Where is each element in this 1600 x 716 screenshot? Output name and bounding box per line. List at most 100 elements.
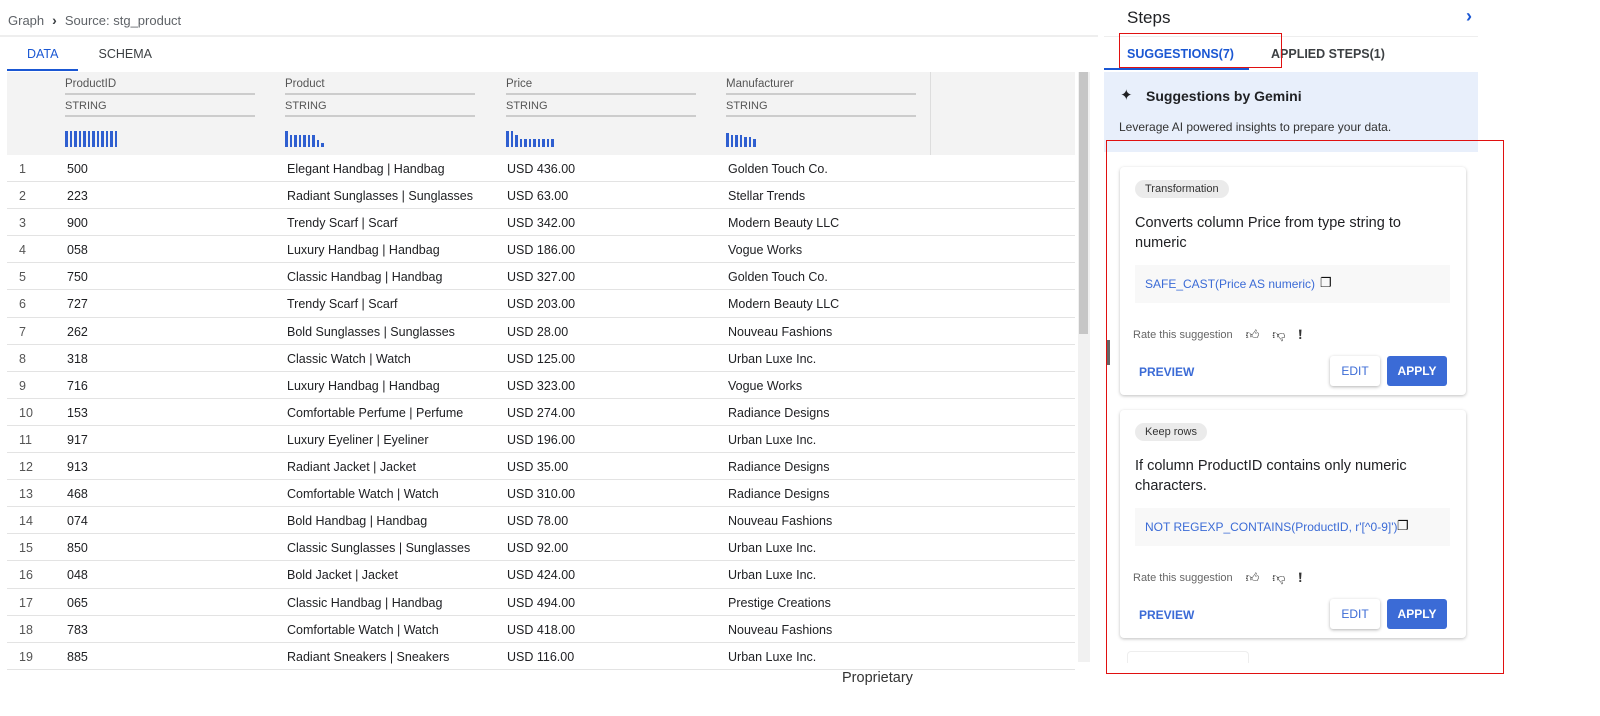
highlight-box <box>1106 140 1504 674</box>
row-number: 14 <box>19 514 33 529</box>
histogram-bar <box>87 131 90 147</box>
row-number: 8 <box>19 351 26 366</box>
preview-button[interactable]: PREVIEW <box>1139 365 1195 379</box>
edit-button[interactable]: EDIT <box>1330 599 1380 629</box>
histogram-bar <box>298 135 301 147</box>
table-row[interactable]: 2 223 Radiant Sunglasses | Sunglasses USD 6… <box>7 182 1075 210</box>
table-row[interactable]: 19 885 Radiant Sneakers | Sneakers USD 116.… <box>7 643 1075 670</box>
cell-product: Bold Sunglasses | Sunglasses <box>287 324 455 339</box>
thumbs-down-icon[interactable]: 👎︎ <box>1272 327 1286 342</box>
thumbs-up-icon[interactable]: 👍︎ <box>1245 327 1260 342</box>
gemini-description: Leverage AI powered insights to prepare … <box>1119 120 1392 134</box>
cell-product: Classic Watch | Watch <box>287 351 411 366</box>
chevron-right-icon[interactable]: › <box>1466 6 1472 26</box>
tab-schema[interactable]: SCHEMA <box>98 47 152 61</box>
thumbs-up-icon[interactable]: 👍︎ <box>1245 570 1260 585</box>
row-number: 9 <box>19 378 26 393</box>
table-row[interactable]: 3 900 Trendy Scarf | Scarf USD 342.00 Modern… <box>7 209 1075 237</box>
copy-icon[interactable]: ❐ <box>1397 518 1409 533</box>
table-row[interactable]: 16 048 Bold Jacket | Jacket USD 424.00 Urban… <box>7 561 1075 589</box>
suggestion-code: NOT REGEXP_CONTAINS(ProductID, r'[^0-9]'… <box>1135 508 1450 546</box>
table-row[interactable]: 14 074 Bold Handbag | Handbag USD 78.00 Nouv… <box>7 507 1075 535</box>
preview-button[interactable]: PREVIEW <box>1139 608 1195 622</box>
cell-price: USD 323.00 <box>507 378 576 393</box>
cell-price: USD 116.00 <box>507 649 575 664</box>
row-number: 16 <box>19 568 33 583</box>
cell-price: USD 125.00 <box>507 351 576 366</box>
table-row[interactable]: 4 058 Luxury Handbag | Handbag USD 186.00 Vo… <box>7 236 1075 264</box>
thumbs-down-icon[interactable]: 👎︎ <box>1272 570 1286 585</box>
histogram-bar <box>69 131 72 147</box>
cell-manufacturer: Stellar Trends <box>728 189 806 204</box>
histogram-bar <box>289 135 292 147</box>
cell-product: Classic Handbag | Handbag <box>287 595 443 610</box>
tab-data[interactable]: DATA <box>7 38 79 71</box>
table-row[interactable]: 9 716 Luxury Handbag | Handbag USD 323.00 Vo… <box>7 372 1075 399</box>
column-name: Manufacturer <box>726 72 916 95</box>
cell-productid: 716 <box>67 378 88 393</box>
column-header-productid[interactable]: ProductID STRING <box>65 72 255 147</box>
cell-product: Luxury Eyeliner | Eyeliner <box>287 432 429 447</box>
scrollbar-thumb[interactable] <box>1079 72 1088 334</box>
column-histogram <box>506 129 696 147</box>
column-header-product[interactable]: Product STRING <box>285 72 475 147</box>
histogram-bar <box>533 139 536 147</box>
cell-manufacturer: Urban Luxe Inc. <box>728 649 817 664</box>
row-number: 19 <box>19 649 33 664</box>
table-row[interactable]: 15 850 Classic Sunglasses | Sunglasses USD … <box>7 534 1075 562</box>
panel-resize-handle[interactable] <box>1107 340 1110 365</box>
row-number: 11 <box>19 432 32 447</box>
row-number: 15 <box>19 541 33 556</box>
column-name: Price <box>506 72 696 95</box>
histogram-bar <box>312 135 315 147</box>
tab-suggestions[interactable]: SUGGESTIONS(7) <box>1104 38 1249 70</box>
table-row[interactable]: 18 783 Comfortable Watch | Watch USD 418.00… <box>7 616 1075 643</box>
histogram-bar <box>83 131 86 147</box>
row-number: 1 <box>19 162 26 176</box>
cell-product: Elegant Handbag | Handbag <box>287 162 445 176</box>
table-row[interactable]: 13 468 Comfortable Watch | Watch USD 310.00… <box>7 480 1075 508</box>
table-row[interactable]: 1 500 Elegant Handbag | Handbag USD 436.00 G… <box>7 155 1075 183</box>
suggestion-type-chip: Transformation <box>1135 180 1229 198</box>
histogram-bar <box>114 131 117 147</box>
table-row[interactable]: 11 917 Luxury Eyeliner | Eyeliner USD 196.0… <box>7 426 1075 454</box>
cell-productid: 750 <box>67 270 88 285</box>
edit-button[interactable]: EDIT <box>1330 356 1380 386</box>
report-icon[interactable]: ❗︎ <box>1298 327 1303 342</box>
cell-price: USD 418.00 <box>507 622 576 637</box>
report-icon[interactable]: ❗︎ <box>1298 570 1303 585</box>
suggestion-card-partial <box>1127 651 1249 663</box>
cell-manufacturer: Radiance Designs <box>728 487 830 502</box>
table-body: 1 500 Elegant Handbag | Handbag USD 436.00 G… <box>7 155 1075 670</box>
table-row[interactable]: 6 727 Trendy Scarf | Scarf USD 203.00 Modern… <box>7 290 1075 318</box>
apply-button[interactable]: APPLY <box>1387 356 1447 386</box>
cell-productid: 850 <box>67 541 88 556</box>
rating-row: Rate this suggestion 👍︎ 👎︎ ❗︎ <box>1133 327 1302 343</box>
cell-price: USD 424.00 <box>507 568 576 583</box>
cell-manufacturer: Radiance Designs <box>728 460 830 475</box>
apply-button[interactable]: APPLY <box>1387 599 1447 629</box>
table-row[interactable]: 7 262 Bold Sunglasses | Sunglasses USD 28.0… <box>7 318 1075 345</box>
table-row[interactable]: 12 913 Radiant Jacket | Jacket USD 35.00 Rad… <box>7 453 1075 481</box>
breadcrumb-graph[interactable]: Graph <box>8 12 45 28</box>
table-row[interactable]: 10 153 Comfortable Perfume | Perfume USD 27… <box>7 399 1075 426</box>
table-row[interactable]: 8 318 Classic Watch | Watch USD 125.00 Urban… <box>7 345 1075 372</box>
histogram-bar <box>519 139 522 147</box>
histogram-bar <box>739 135 742 147</box>
histogram-bar <box>726 133 729 147</box>
column-header-price[interactable]: Price STRING <box>506 72 696 147</box>
gemini-banner: ✦ Suggestions by Gemini Leverage AI powe… <box>1104 72 1478 152</box>
tab-applied-steps[interactable]: APPLIED STEPS(1) <box>1271 47 1385 61</box>
cell-manufacturer: Vogue Works <box>728 243 803 258</box>
cell-productid: 727 <box>67 297 88 312</box>
highlight-box <box>1119 33 1282 68</box>
table-row[interactable]: 17 065 Classic Handbag | Handbag USD 494.00… <box>7 589 1075 616</box>
row-number: 4 <box>19 243 26 258</box>
row-number: 18 <box>19 622 33 637</box>
histogram-bar <box>285 131 288 147</box>
table-row[interactable]: 5 750 Classic Handbag | Handbag USD 327.00 G… <box>7 263 1075 291</box>
column-header-manufacturer[interactable]: Manufacturer STRING <box>726 72 916 147</box>
footer-label: Proprietary <box>842 670 913 686</box>
column-histogram <box>65 129 255 147</box>
copy-icon[interactable]: ❐ <box>1320 275 1332 290</box>
